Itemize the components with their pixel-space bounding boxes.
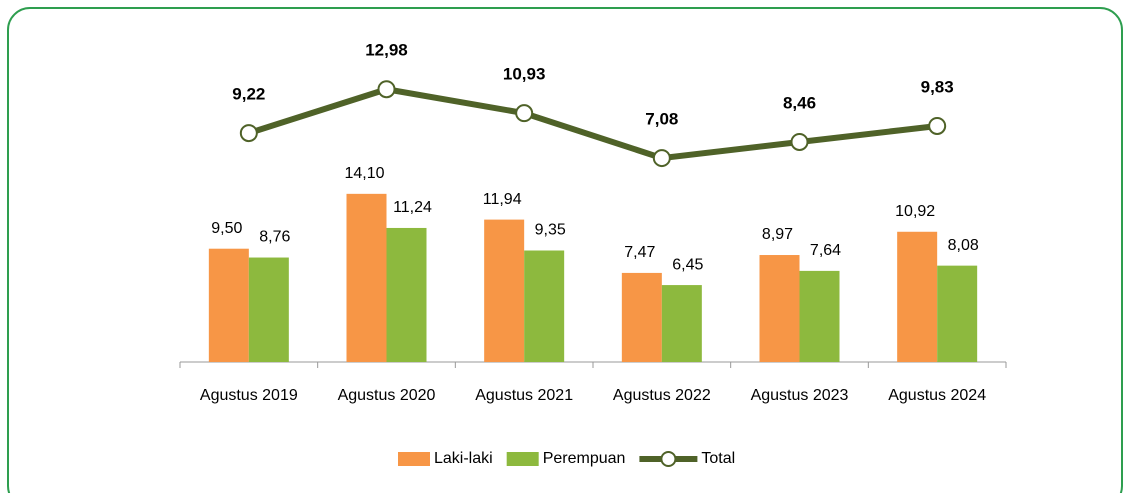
line-marker: [239, 124, 258, 143]
data-label: 8,76: [259, 229, 290, 246]
bar: [386, 227, 427, 362]
data-label: 12,98: [365, 41, 408, 60]
data-label: 9,83: [921, 77, 954, 96]
x-tick-label: Agustus 2020: [338, 387, 436, 404]
legend-label: Perempuan: [543, 450, 626, 467]
line-marker: [377, 80, 396, 99]
data-label: 11,24: [393, 199, 432, 216]
bar: [208, 248, 249, 362]
data-label: 9,50: [211, 220, 242, 237]
data-label: 11,94: [483, 191, 522, 208]
bar: [484, 219, 525, 362]
legend-swatch: [398, 452, 430, 466]
data-label: 6,45: [672, 256, 703, 273]
bar: [248, 257, 289, 362]
data-label: 7,08: [645, 110, 678, 129]
bar: [621, 272, 662, 362]
x-tick-label: Agustus 2019: [200, 387, 298, 404]
data-label: 10,93: [503, 65, 546, 84]
line: [247, 86, 938, 162]
x-tick-label: Agustus 2021: [475, 387, 573, 404]
line-marker: [790, 132, 809, 151]
data-label: 14,10: [344, 165, 384, 182]
bar: [897, 231, 938, 362]
data-label: 8,08: [948, 237, 979, 254]
x-tick-label: Agustus 2022: [613, 387, 711, 404]
bar: [759, 255, 800, 362]
bar: [346, 193, 387, 362]
line-marker: [515, 104, 534, 123]
data-label: 8,46: [783, 93, 816, 112]
line-marker: [928, 116, 947, 135]
x-tick-label: Agustus 2024: [888, 387, 986, 404]
bar: [661, 285, 702, 362]
bar: [799, 270, 840, 362]
data-label: 9,22: [232, 85, 265, 104]
bar: [524, 250, 565, 362]
data-label: 9,35: [535, 222, 566, 239]
data-label: 8,97: [762, 226, 793, 243]
data-label: 7,47: [624, 244, 655, 261]
data-label: 7,64: [810, 242, 841, 259]
legend-label: Total: [701, 450, 735, 467]
legend-swatch: [660, 451, 677, 467]
bar: [937, 265, 978, 362]
legend-swatch: [506, 452, 539, 466]
data-label: 10,92: [895, 203, 935, 220]
line-marker: [652, 149, 671, 168]
frame: [7, 7, 1123, 493]
legend-label: Laki-laki: [434, 450, 493, 467]
x-tick-label: Agustus 2023: [751, 387, 849, 404]
